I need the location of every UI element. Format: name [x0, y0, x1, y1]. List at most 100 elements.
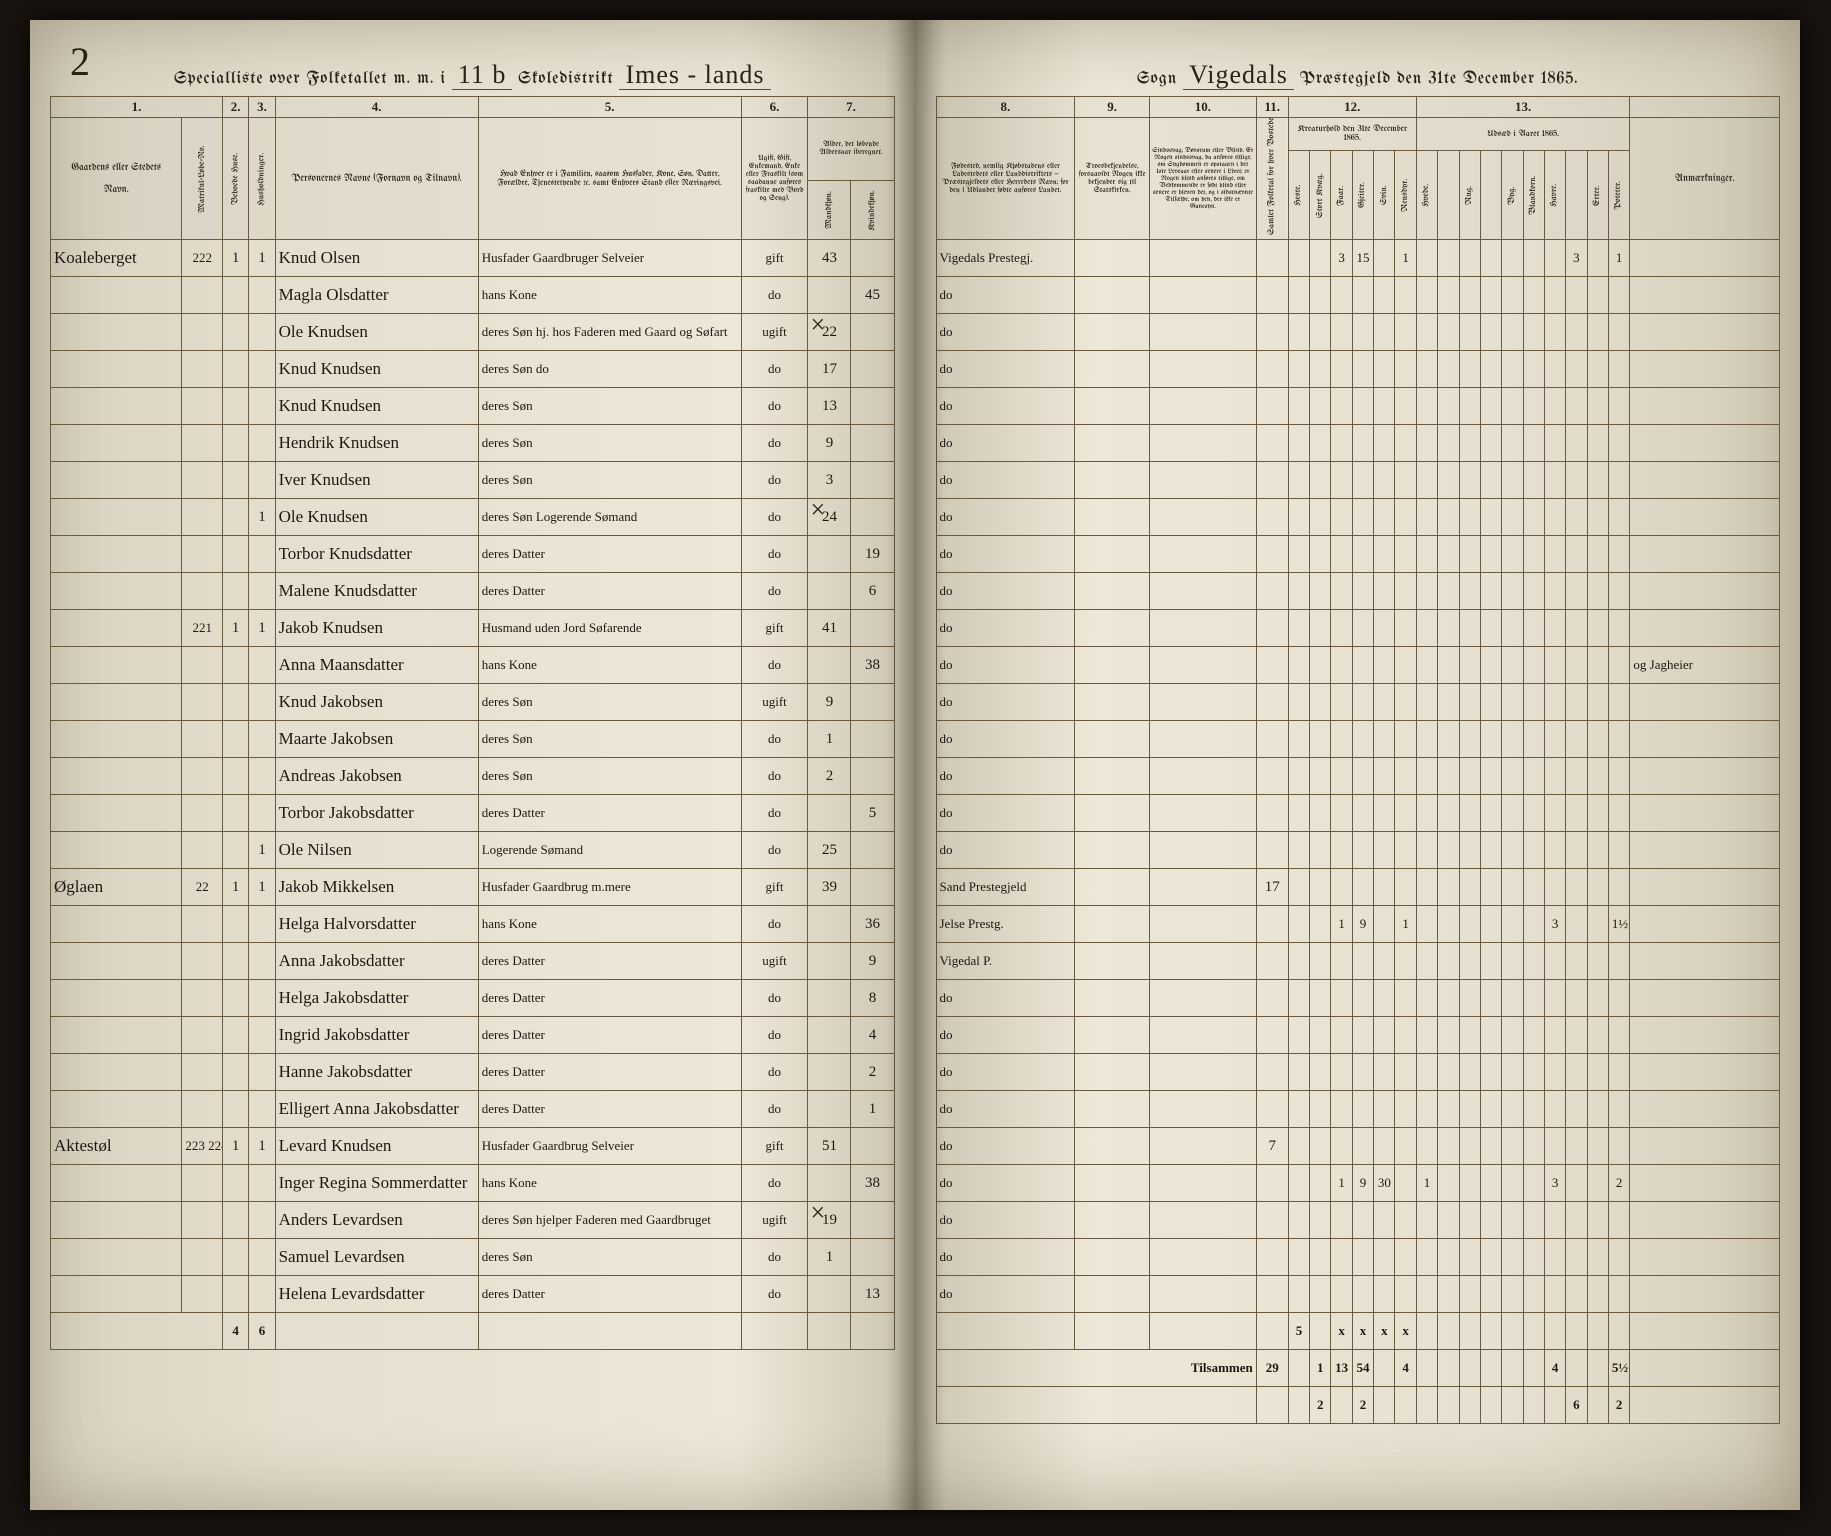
right-header: Sogn Vigedals Præstegjeld den 31te Decem… [936, 60, 1781, 90]
disability [1150, 536, 1257, 573]
right-tbody: Vigedals Prestegj.315131dodododododododo… [936, 240, 1780, 1313]
left-tbody: Koaleberget22211Knud OlsenHusfader Gaard… [51, 240, 895, 1313]
person-name: Anna Jakobsdatter [275, 943, 478, 980]
livestock-0 [1288, 351, 1309, 388]
livestock-11 [1523, 1017, 1544, 1054]
relation: Husfader Gaardbrug m.mere [478, 869, 741, 906]
table-row: do1930132 [936, 1165, 1780, 1202]
matr-no [182, 1202, 223, 1239]
livestock-12 [1544, 462, 1565, 499]
livestock-3 [1352, 758, 1373, 795]
relation: deres Søn do [478, 351, 741, 388]
livestock-4 [1374, 980, 1395, 1017]
marital: do [741, 1276, 808, 1313]
remarks [1630, 425, 1780, 462]
matr-no [182, 684, 223, 721]
livestock-11 [1523, 277, 1544, 314]
livestock-15 [1608, 684, 1629, 721]
livestock-2 [1331, 573, 1352, 610]
remarks [1630, 573, 1780, 610]
livestock-7 [1438, 388, 1459, 425]
livestock-4 [1374, 721, 1395, 758]
farm-name [51, 462, 182, 499]
disability [1150, 758, 1257, 795]
total-pop [1256, 1202, 1288, 1239]
remarks: og Jagheier [1630, 647, 1780, 684]
livestock-15 [1608, 499, 1629, 536]
livestock-11 [1523, 499, 1544, 536]
matr-no [182, 758, 223, 795]
disability [1150, 1128, 1257, 1165]
marital: do [741, 1091, 808, 1128]
disability [1150, 795, 1257, 832]
person-name: Andreas Jakobsen [275, 758, 478, 795]
livestock-6 [1416, 1054, 1437, 1091]
disability [1150, 869, 1257, 906]
livestock-8 [1459, 351, 1480, 388]
livestock-5 [1395, 832, 1416, 869]
livestock-12 [1544, 388, 1565, 425]
farm-name [51, 388, 182, 425]
relation: deres Datter [478, 795, 741, 832]
livestock-10 [1502, 1091, 1523, 1128]
person-name: Jakob Mikkelsen [275, 869, 478, 906]
table-row: 1Ole NilsenLogerende Sømanddo25 [51, 832, 895, 869]
livestock-9 [1480, 1017, 1501, 1054]
livestock-8 [1459, 462, 1480, 499]
livestock-13 [1566, 684, 1587, 721]
age-m: 19 [808, 1202, 851, 1239]
livestock-6 [1416, 536, 1437, 573]
livestock-13 [1566, 758, 1587, 795]
livestock-1 [1310, 906, 1331, 943]
total-pop [1256, 1239, 1288, 1276]
matr-no [182, 1276, 223, 1313]
matr-no [182, 647, 223, 684]
c13b: Rug. [1459, 151, 1480, 240]
table-row: Helga Jakobsdatterderes Datterdo8 [51, 980, 895, 1017]
total-pop [1256, 314, 1288, 351]
livestock-13 [1566, 1091, 1587, 1128]
livestock-13 [1566, 869, 1587, 906]
right-sum-row-3: 2262 [936, 1387, 1780, 1424]
livestock-2 [1331, 832, 1352, 869]
matr-no [182, 536, 223, 573]
col-group-1: 1. [51, 97, 223, 118]
livestock-13 [1566, 499, 1587, 536]
col-1c: Matrikul-Løbe-No. [182, 118, 223, 240]
livestock-1 [1310, 1276, 1331, 1313]
marital: do [741, 980, 808, 1017]
livestock-11 [1523, 869, 1544, 906]
livestock-3 [1352, 536, 1373, 573]
farm-name [51, 610, 182, 647]
sum-label [51, 1313, 223, 1350]
households [249, 980, 275, 1017]
livestock-9 [1480, 795, 1501, 832]
livestock-3 [1352, 1017, 1373, 1054]
farm-name: Øglaen [51, 869, 182, 906]
header-mid: Skoledistrikt [518, 71, 614, 88]
households: 1 [249, 1128, 275, 1165]
birthplace: do [936, 684, 1075, 721]
livestock-3 [1352, 943, 1373, 980]
creed [1075, 536, 1150, 573]
age-f [851, 425, 894, 462]
livestock-1 [1310, 573, 1331, 610]
remarks [1630, 684, 1780, 721]
marital: do [741, 462, 808, 499]
livestock-8 [1459, 1054, 1480, 1091]
livestock-5 [1395, 943, 1416, 980]
total-pop [1256, 536, 1288, 573]
livestock-15 [1608, 1128, 1629, 1165]
birthplace: do [936, 647, 1075, 684]
livestock-6 [1416, 647, 1437, 684]
livestock-3 [1352, 1276, 1373, 1313]
houses [223, 277, 249, 314]
age-m: 9 [808, 425, 851, 462]
livestock-11 [1523, 1054, 1544, 1091]
relation: hans Kone [478, 906, 741, 943]
livestock-12 [1544, 943, 1565, 980]
houses: 1 [223, 610, 249, 647]
livestock-3 [1352, 277, 1373, 314]
livestock-6 [1416, 1091, 1437, 1128]
livestock-11 [1523, 1128, 1544, 1165]
